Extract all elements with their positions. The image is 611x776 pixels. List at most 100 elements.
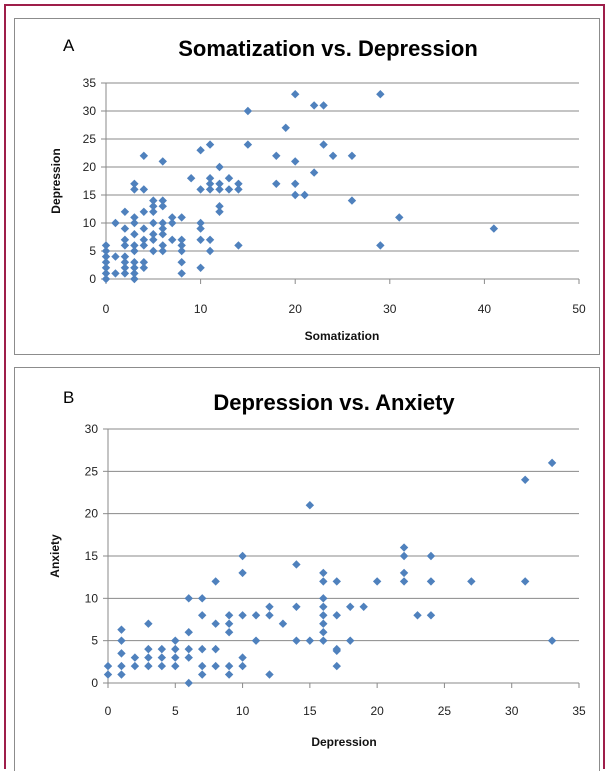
data-point-a — [120, 224, 130, 233]
data-point-b — [224, 611, 234, 620]
data-point-a — [376, 90, 385, 99]
data-point-b — [157, 644, 167, 654]
data-point-b — [547, 458, 557, 468]
y-tick-label-b: 5 — [91, 634, 98, 648]
data-point-a — [139, 235, 149, 244]
data-point-a — [300, 190, 309, 200]
data-point-b — [171, 661, 180, 671]
data-point-a — [243, 140, 253, 149]
data-point-a — [196, 218, 205, 228]
data-point-b — [198, 594, 207, 603]
y-tick-label-b: 25 — [85, 464, 99, 478]
data-point-a — [205, 185, 215, 194]
data-point-b — [238, 611, 247, 620]
data-point-b — [359, 602, 368, 611]
data-point-b — [520, 577, 530, 586]
data-point-b — [372, 577, 382, 586]
data-point-b — [319, 594, 328, 603]
data-point-b — [184, 644, 193, 654]
data-point-b — [144, 644, 153, 654]
data-point-a — [309, 101, 319, 110]
data-point-a — [120, 241, 130, 250]
data-point-a — [130, 246, 139, 256]
data-point-a — [149, 235, 158, 244]
data-point-b — [224, 670, 234, 679]
scatter-chart-b: B Depression vs. Anxiety 0 5 10 15 20 25 30 0 5 10 1… — [48, 388, 586, 749]
data-point-a — [177, 269, 186, 278]
data-point-a — [234, 179, 243, 188]
y-tick-label-a: 5 — [89, 244, 96, 258]
panel-label-a: A — [63, 36, 75, 55]
data-point-a — [130, 230, 139, 239]
data-point-a — [101, 252, 111, 261]
data-point-b — [171, 644, 180, 654]
data-point-b — [130, 661, 140, 671]
data-point-a — [120, 235, 130, 244]
page-frame — [4, 4, 605, 769]
data-point-a — [309, 168, 319, 177]
data-point-a — [291, 179, 300, 188]
y-tick-label-a: 20 — [83, 160, 97, 174]
data-point-a — [149, 196, 158, 205]
data-point-a — [196, 185, 205, 194]
data-point-a — [130, 258, 139, 267]
data-point-b — [211, 661, 220, 671]
y-tick-label-a: 10 — [83, 216, 97, 230]
data-point-b — [319, 577, 328, 586]
data-point-a — [319, 101, 328, 110]
x-tick-label-b: 20 — [370, 704, 384, 718]
chart-panel-a: A Somatization vs. Depression 0 5 10 15 20 25 30… — [14, 18, 600, 355]
data-point-a — [234, 241, 243, 250]
data-point-a — [186, 174, 196, 183]
data-point-b — [346, 602, 355, 611]
data-point-a — [111, 269, 120, 278]
data-point-a — [215, 162, 224, 172]
data-point-a — [177, 258, 186, 267]
data-point-a — [101, 274, 111, 284]
data-point-a — [347, 196, 357, 205]
y-tick-label-a: 15 — [83, 188, 97, 202]
x-tick-label-b: 5 — [172, 704, 179, 718]
data-point-a — [130, 269, 139, 278]
data-point-b — [265, 670, 274, 679]
data-point-a — [395, 213, 404, 222]
data-point-b — [103, 661, 113, 671]
y-tick-label-a: 0 — [89, 272, 96, 286]
data-point-b — [184, 678, 193, 688]
data-point-b — [265, 602, 274, 611]
data-point-b — [144, 653, 153, 662]
y-tick-label-b: 15 — [85, 549, 99, 563]
data-point-a — [319, 140, 328, 149]
chart-title-b: Depression vs. Anxiety — [213, 390, 455, 415]
chart-title-a: Somatization vs. Depression — [178, 36, 478, 61]
data-point-b — [426, 551, 436, 561]
data-point-a — [130, 274, 139, 284]
data-point-a — [205, 179, 215, 188]
data-point-b — [520, 475, 530, 484]
data-point-b — [332, 661, 341, 671]
data-point-a — [177, 235, 186, 244]
data-point-b — [198, 661, 207, 671]
data-point-b — [171, 653, 180, 662]
data-point-b — [292, 602, 301, 611]
data-point-a — [130, 241, 139, 250]
data-point-b — [224, 661, 234, 671]
y-tick-label-a: 25 — [83, 132, 97, 146]
data-point-b — [171, 636, 180, 645]
x-tick-label-b: 15 — [303, 704, 317, 718]
data-point-b — [184, 628, 193, 637]
data-point-a — [101, 241, 111, 250]
y-tick-label-b: 10 — [85, 591, 99, 605]
data-point-a — [120, 252, 130, 261]
data-point-a — [291, 90, 300, 99]
data-point-b — [144, 661, 153, 671]
y-tick-label-b: 0 — [91, 676, 98, 690]
data-point-b — [346, 636, 355, 645]
y-tick-label-a: 30 — [83, 104, 97, 118]
data-point-a — [215, 179, 224, 188]
data-point-a — [111, 218, 120, 228]
x-tick-label-b: 10 — [236, 704, 250, 718]
data-point-a — [101, 258, 111, 267]
data-point-a — [234, 185, 243, 194]
data-point-a — [139, 258, 149, 267]
